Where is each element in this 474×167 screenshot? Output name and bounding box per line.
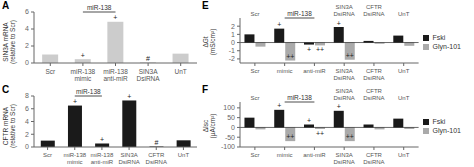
svg-text:2: 2 (25, 42, 29, 49)
svg-text:#: # (155, 139, 159, 146)
svg-text:1: 1 (231, 31, 235, 38)
svg-text:miR-138: miR-138 (287, 94, 312, 101)
svg-text:+: + (81, 52, 85, 59)
svg-text:++: ++ (346, 52, 354, 59)
svg-text:Scr: Scr (250, 68, 259, 74)
svg-text:4: 4 (25, 25, 29, 32)
svg-text:Scr: Scr (250, 95, 259, 101)
svg-text:#: # (146, 55, 150, 62)
html-text:ΔIsc (μA/cm²): ΔIsc (μA/cm²) (202, 113, 216, 138)
svg-text:Scr: Scr (43, 152, 52, 158)
html-text:Fski: Fski (432, 33, 446, 41)
svg-text:UnT: UnT (398, 152, 410, 158)
svg-text:CFTRDsiRNA: CFTRDsiRNA (363, 68, 384, 81)
svg-text:CFTRDsiRNA: CFTRDsiRNA (363, 152, 384, 165)
svg-text:+: + (277, 102, 281, 109)
html-text:Fski: Fski (432, 117, 446, 125)
svg-text:UnT: UnT (398, 95, 410, 101)
svg-text:2: 2 (25, 131, 29, 138)
svg-text:SIN3ADsiRNA: SIN3ADsiRNA (334, 88, 355, 101)
svg-text:miR-138mimic: miR-138mimic (63, 152, 86, 165)
svg-text:Scr: Scr (250, 152, 259, 158)
html-text:ΔGt (mS/cm²): ΔGt (mS/cm²) (202, 28, 216, 55)
svg-text:mimic: mimic (277, 68, 293, 74)
svg-text:anti-miR: anti-miR (303, 68, 326, 74)
svg-text:0: 0 (25, 143, 29, 150)
svg-text:+: + (337, 20, 341, 27)
svg-text:++: ++ (346, 133, 354, 140)
svg-text:UnT: UnT (398, 11, 410, 17)
svg-text:+: + (307, 46, 311, 53)
svg-text:++: ++ (286, 133, 294, 140)
svg-text:miR-138: miR-138 (76, 88, 101, 95)
svg-text:2: 2 (231, 23, 235, 30)
html-text:F: F (202, 84, 209, 95)
svg-text:UnT: UnT (398, 68, 410, 74)
svg-text:+: + (337, 103, 341, 110)
svg-text:UnT: UnT (178, 152, 190, 158)
svg-text:-100: -100 (221, 143, 235, 150)
svg-text:++: ++ (316, 46, 324, 53)
svg-text:SIN3ADsiRNA: SIN3ADsiRNA (334, 152, 355, 165)
svg-text:+: + (127, 93, 131, 100)
svg-text:-1: -1 (229, 47, 235, 54)
svg-text:SIN3ADsiRNA: SIN3ADsiRNA (118, 152, 139, 165)
svg-text:miR-138: miR-138 (287, 10, 312, 17)
svg-text:+: + (73, 98, 77, 105)
svg-text:0: 0 (231, 124, 235, 131)
svg-text:++: ++ (286, 53, 294, 60)
svg-text:miR-138anti-miR: miR-138anti-miR (103, 68, 128, 83)
svg-text:-2: -2 (229, 55, 235, 62)
svg-text:6: 6 (25, 8, 29, 15)
svg-text:SIN3ADsiRNA: SIN3ADsiRNA (334, 68, 355, 81)
svg-text:+: + (100, 136, 104, 143)
html-text:E: E (202, 0, 209, 11)
svg-text:+: + (307, 117, 311, 124)
svg-text:-50: -50 (225, 134, 235, 141)
svg-text:6: 6 (25, 105, 29, 112)
svg-text:++: ++ (316, 130, 324, 137)
svg-text:SIN3ADsiRNA: SIN3ADsiRNA (137, 68, 161, 83)
svg-text:4: 4 (25, 118, 29, 125)
svg-text:mimic: mimic (277, 152, 293, 158)
svg-text:100: 100 (223, 104, 235, 111)
svg-text:0: 0 (231, 39, 235, 46)
svg-text:miR-138anti-miR: miR-138anti-miR (91, 152, 114, 165)
html-text:Glyn-101: Glyn-101 (432, 126, 461, 134)
svg-text:8: 8 (25, 92, 29, 99)
svg-text:Scr: Scr (250, 11, 259, 17)
svg-text:+: + (113, 14, 117, 21)
html-text:SIN3A mRNA (relative to Scr): SIN3A mRNA (relative to Scr) (2, 19, 16, 64)
svg-text:miR-138: miR-138 (87, 4, 112, 11)
svg-text:UnT: UnT (175, 68, 187, 75)
svg-text:SIN3ADsiRNA: SIN3ADsiRNA (334, 4, 355, 17)
html-text:Glyn-101: Glyn-101 (432, 42, 461, 50)
svg-text:CFTRDsiRNA: CFTRDsiRNA (363, 4, 384, 17)
html-text:C: C (2, 84, 10, 95)
svg-text:miR-138mimic: miR-138mimic (71, 68, 96, 83)
svg-text:+: + (277, 21, 281, 28)
svg-text:anti-miR: anti-miR (303, 152, 326, 158)
svg-text:Scr: Scr (45, 68, 56, 75)
svg-text:CFTRDsiRNA: CFTRDsiRNA (363, 88, 384, 101)
html-text:A: A (2, 0, 10, 11)
svg-text:CFTRDsiRNA: CFTRDsiRNA (146, 152, 167, 165)
svg-text:0: 0 (25, 59, 29, 66)
html-text:CFTR mRNA (relative to Scr): CFTR mRNA (relative to Scr) (2, 103, 16, 148)
svg-text:50: 50 (227, 114, 235, 121)
